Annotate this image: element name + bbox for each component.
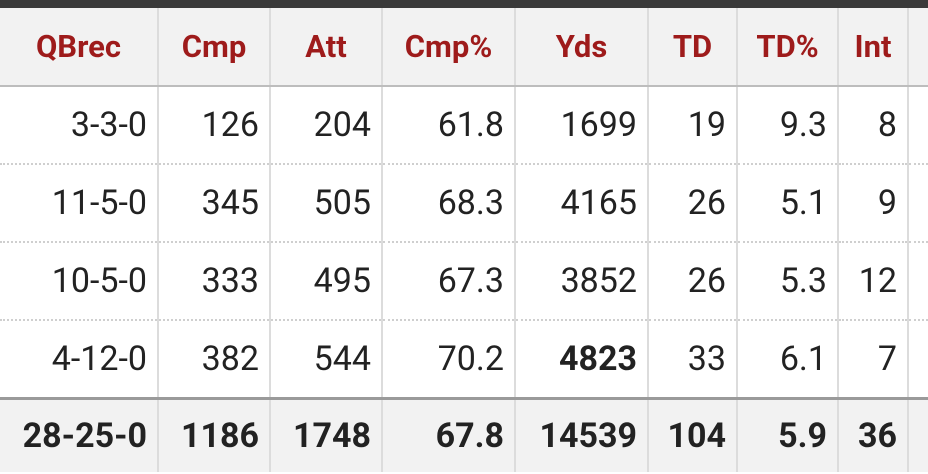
table-cell: 544 xyxy=(270,320,383,400)
table-cell: 1699 xyxy=(515,86,649,165)
column-header: Cmp xyxy=(158,8,271,87)
table-cell: 345 xyxy=(158,164,271,243)
cut-off-column xyxy=(908,164,928,243)
top-border xyxy=(0,0,928,8)
table-cell: 26 xyxy=(648,242,738,321)
table-cell: 9.3 xyxy=(737,86,839,165)
total-cell: 1186 xyxy=(158,397,271,472)
table-row: 10-5-0 333 495 67.3 3852 26 5.3 12 xyxy=(0,242,928,321)
cut-off-column xyxy=(908,397,928,472)
cut-off-column xyxy=(908,86,928,165)
table-row: 3-3-0 126 204 61.8 1699 19 9.3 8 xyxy=(0,86,928,165)
column-header: Int xyxy=(838,8,909,87)
table-cell: 67.3 xyxy=(382,242,516,321)
table-cell: 7 xyxy=(838,320,909,400)
column-header: Cmp% xyxy=(382,8,516,87)
total-cell: 28-25-0 xyxy=(0,397,159,472)
table-cell: 5.3 xyxy=(737,242,839,321)
total-cell: 36 xyxy=(838,397,909,472)
table-cell: 61.8 xyxy=(382,86,516,165)
column-header: Att xyxy=(270,8,383,87)
column-header: Yds xyxy=(515,8,649,87)
total-cell: 14539 xyxy=(515,397,649,472)
total-cell: 5.9 xyxy=(737,397,839,472)
cut-off-column xyxy=(908,242,928,321)
table-cell: 333 xyxy=(158,242,271,321)
total-cell: 104 xyxy=(648,397,738,472)
table-cell: 70.2 xyxy=(382,320,516,400)
table-cell: 68.3 xyxy=(382,164,516,243)
table-cell: 126 xyxy=(158,86,271,165)
table-cell: 204 xyxy=(270,86,383,165)
table-row: 4-12-0 382 544 70.2 4823 33 6.1 7 xyxy=(0,320,928,400)
cut-off-column xyxy=(908,8,928,87)
table-cell: 33 xyxy=(648,320,738,400)
table-cell: 6.1 xyxy=(737,320,839,400)
total-cell: 1748 xyxy=(270,397,383,472)
table-cell: 9 xyxy=(838,164,909,243)
table-cell: 382 xyxy=(158,320,271,400)
table-cell: 10-5-0 xyxy=(0,242,159,321)
total-cell: 67.8 xyxy=(382,397,516,472)
stats-table: QBrec Cmp Att Cmp% Yds TD TD% Int 3-3-0 126 204 61… xyxy=(0,8,928,472)
table-row: 11-5-0 345 505 68.3 4165 26 5.1 9 xyxy=(0,164,928,243)
table-cell: 12 xyxy=(838,242,909,321)
header-row: QBrec Cmp Att Cmp% Yds TD TD% Int xyxy=(0,8,928,87)
table-cell: 5.1 xyxy=(737,164,839,243)
cut-off-column xyxy=(908,320,928,400)
table-cell: 495 xyxy=(270,242,383,321)
table-cell: 11-5-0 xyxy=(0,164,159,243)
table-cell: 3852 xyxy=(515,242,649,321)
table-cell: 505 xyxy=(270,164,383,243)
table-cell: 4165 xyxy=(515,164,649,243)
table-body: 3-3-0 126 204 61.8 1699 19 9.3 8 11-5-0 345 505 68.… xyxy=(0,86,928,400)
column-header: TD% xyxy=(737,8,839,87)
table-cell: 4-12-0 xyxy=(0,320,159,400)
column-header: TD xyxy=(648,8,738,87)
table-cell: 8 xyxy=(838,86,909,165)
table-cell: 19 xyxy=(648,86,738,165)
table-cell: 26 xyxy=(648,164,738,243)
column-header: QBrec xyxy=(0,8,159,87)
totals-row: 28-25-0 1186 1748 67.8 14539 104 5.9 36 xyxy=(0,397,928,472)
table-cell: 3-3-0 xyxy=(0,86,159,165)
table-cell: 4823 xyxy=(515,320,649,400)
